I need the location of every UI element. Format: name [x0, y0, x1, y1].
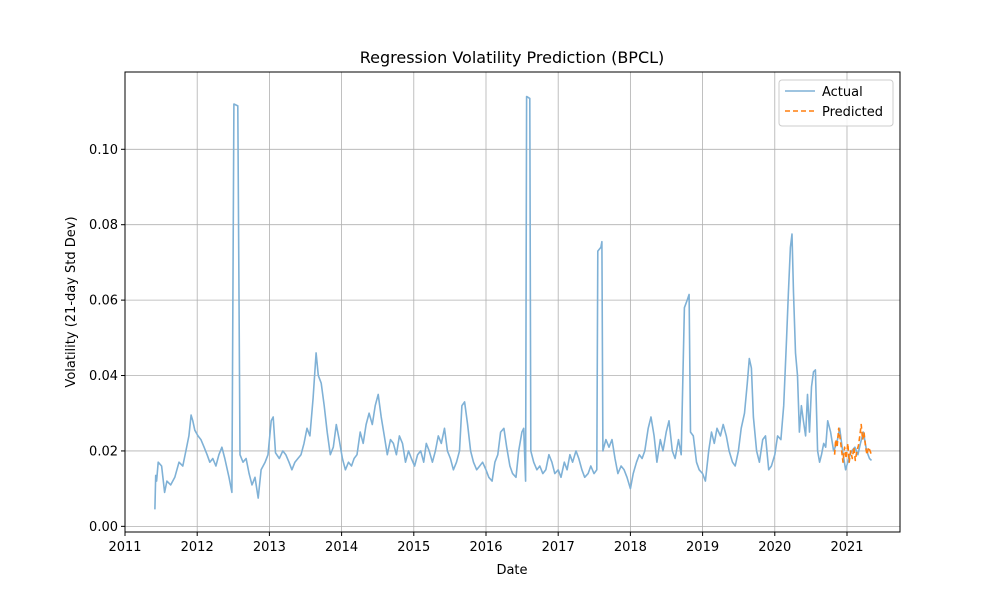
y-tick-label: 0.08: [89, 218, 118, 233]
x-tick-label: 2018: [614, 540, 647, 555]
y-tick-label: 0.04: [89, 369, 118, 384]
x-tick-label: 2014: [325, 540, 358, 555]
x-axis-label: Date: [496, 563, 527, 578]
y-tick-label: 0.06: [89, 294, 118, 309]
series-line-actual: [154, 95, 873, 510]
y-tick-label: 0.00: [89, 520, 118, 535]
x-tick-label: 2011: [108, 540, 141, 555]
y-tick-label: 0.10: [89, 143, 118, 158]
x-tick-label: 2016: [469, 540, 502, 555]
x-tick-label: 2021: [830, 540, 863, 555]
x-tick-label: 2013: [253, 540, 286, 555]
series-layer: [154, 95, 873, 510]
legend-label-predicted: Predicted: [822, 105, 883, 120]
axes-frame: [124, 71, 901, 533]
x-axis-ticks: 2011 2012 2013 2014 2015 2016 2017 2018 2019 2020…: [108, 532, 864, 555]
legend-label-actual: Actual: [822, 85, 863, 100]
x-tick-label: 2019: [686, 540, 719, 555]
x-tick-label: 2017: [542, 540, 575, 555]
y-tick-label: 0.02: [89, 444, 118, 459]
x-tick-label: 2012: [181, 540, 214, 555]
series-line-predicted: [833, 423, 873, 464]
y-axis-ticks: 0.00 0.02 0.04 0.06 0.08 0.10: [89, 143, 125, 535]
legend: Actual Predicted: [778, 79, 894, 127]
x-tick-label: 2015: [397, 540, 430, 555]
y-axis-label: Volatility (21-day Std Dev): [64, 216, 79, 387]
x-tick-label: 2020: [758, 540, 791, 555]
chart-title: Regression Volatility Prediction (BPCL): [360, 48, 665, 67]
